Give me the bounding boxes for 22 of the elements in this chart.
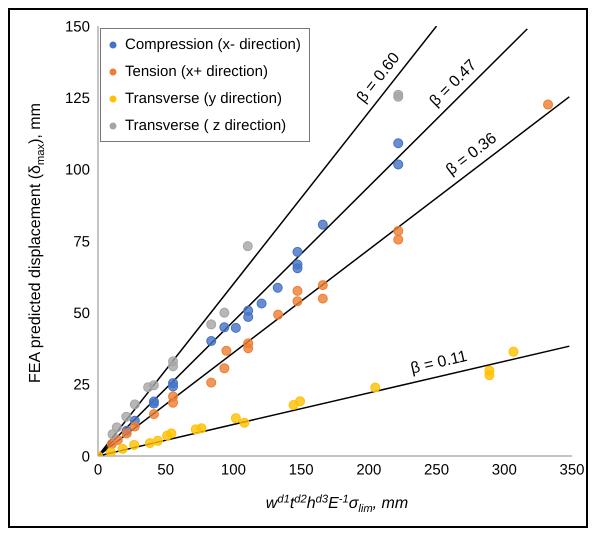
x-tick-label: 350 xyxy=(559,462,585,479)
x-tick-label: 250 xyxy=(424,462,450,479)
legend-label: Compression (x- direction) xyxy=(125,36,301,53)
x-tick-label: 300 xyxy=(492,462,517,479)
y-tick-label: 125 xyxy=(64,90,90,107)
y-tick-label: 100 xyxy=(64,162,90,179)
x-tick-label: 0 xyxy=(94,462,102,479)
x-tick-label: 200 xyxy=(356,462,382,479)
x-tick-label: 50 xyxy=(157,462,174,479)
legend-label: Transverse ( z direction) xyxy=(125,117,286,134)
x-tick-label: 100 xyxy=(220,462,246,479)
text: β = 0.11 xyxy=(409,348,469,378)
legend-label: Transverse (y direction) xyxy=(125,90,282,107)
y-tick-label: 50 xyxy=(73,304,90,322)
x-tick-label: 150 xyxy=(288,462,314,479)
y-tick-label: 150 xyxy=(64,18,90,36)
y-tick-label: 25 xyxy=(73,376,90,394)
legend-label: Tension (x+ direction) xyxy=(125,63,268,80)
y-tick-label: 0 xyxy=(82,448,90,466)
text: w$^{d1}$t$^{d2}$h$^{d3}$E$^{-1}$σ$_{lim}$, mm xyxy=(266,493,408,515)
text: β = 0.36 xyxy=(443,130,500,179)
y-tick-label: 75 xyxy=(73,233,90,250)
